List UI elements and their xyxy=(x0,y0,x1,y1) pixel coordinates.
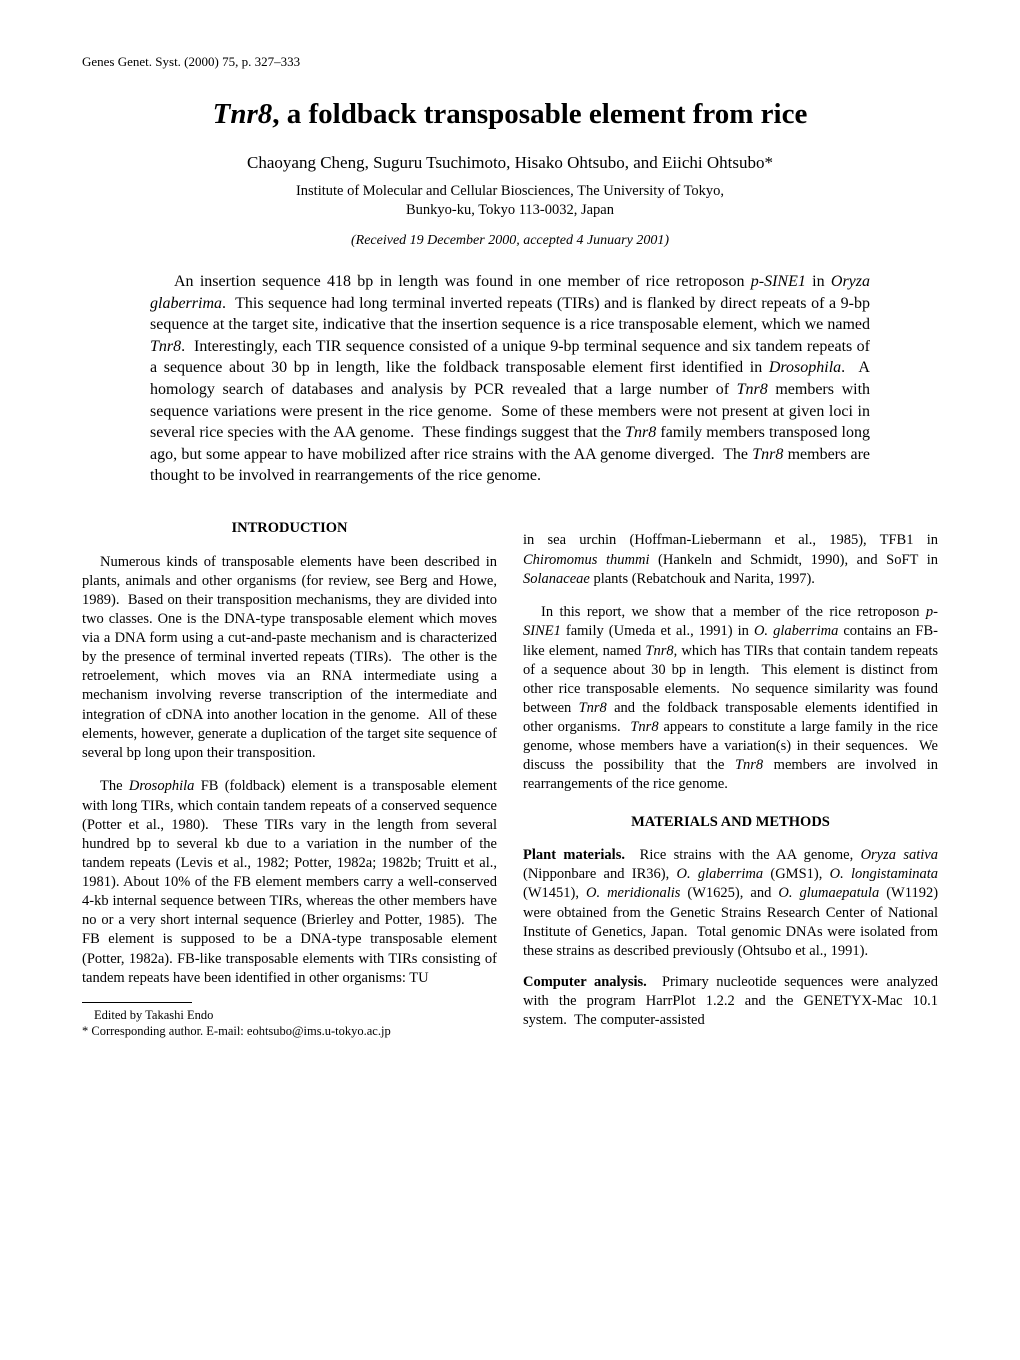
affiliation-line-1: Institute of Molecular and Cellular Bios… xyxy=(82,183,938,200)
intro-paragraph-1: Numerous kinds of transposable elements … xyxy=(82,553,497,763)
introduction-heading: INTRODUCTION xyxy=(82,519,497,538)
authors-line: Chaoyang Cheng, Suguru Tsuchimoto, Hisak… xyxy=(82,153,938,173)
intro-continuation: in sea urchin (Hoffman-Liebermann et al.… xyxy=(523,531,938,588)
abstract: An insertion sequence 418 bp in length w… xyxy=(150,271,870,487)
journal-header: Genes Genet. Syst. (2000) 75, p. 327–333 xyxy=(82,54,938,70)
affiliation-line-2: Bunkyo-ku, Tokyo 113-0032, Japan xyxy=(82,202,938,219)
footnote-separator xyxy=(82,1002,192,1003)
intro-paragraph-3: In this report, we show that a member of… xyxy=(523,603,938,794)
footnote-corresponding: * Corresponding author. E-mail: eohtsubo… xyxy=(82,1023,497,1039)
left-column: INTRODUCTION Numerous kinds of transposa… xyxy=(82,517,497,1039)
paper-title: Tnr8, a foldback transposable element fr… xyxy=(82,98,938,131)
received-line: (Received 19 December 2000, accepted 4 J… xyxy=(82,233,938,249)
intro-paragraph-2: The Drosophila FB (foldback) element is … xyxy=(82,777,497,987)
materials-heading: MATERIALS AND METHODS xyxy=(523,813,938,832)
plant-materials-paragraph: Plant materials. Rice strains with the A… xyxy=(523,846,938,961)
right-column: in sea urchin (Hoffman-Liebermann et al.… xyxy=(523,517,938,1039)
computer-analysis-paragraph: Computer analysis. Primary nucleotide se… xyxy=(523,973,938,1030)
footnote-edited-by: Edited by Takashi Endo xyxy=(82,1007,497,1023)
two-column-body: INTRODUCTION Numerous kinds of transposa… xyxy=(82,517,938,1039)
